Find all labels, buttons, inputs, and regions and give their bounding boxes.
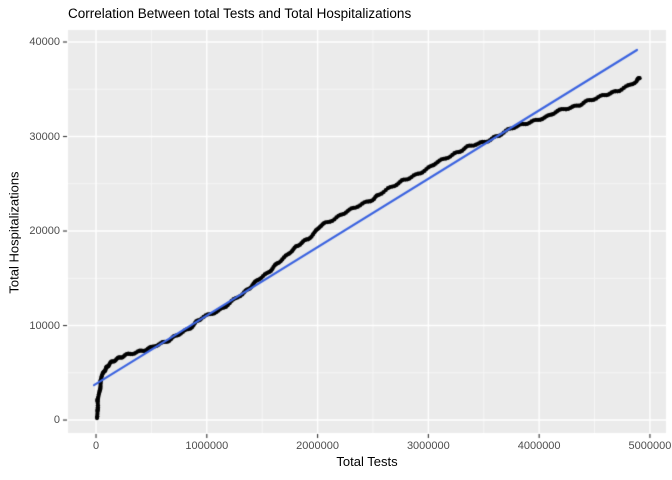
y-tick-label: 20000 (29, 225, 60, 238)
chart-title: Correlation Between total Tests and Tota… (68, 6, 412, 21)
y-tick-label: 10000 (29, 319, 60, 332)
x-tick-label: 3000000 (406, 440, 450, 452)
x-tick-label: 1000000 (185, 440, 229, 452)
y-tick-label: 40000 (29, 36, 60, 48)
x-tick-label: 4000000 (517, 440, 561, 452)
x-tick-label: 2000000 (296, 440, 339, 452)
x-axis-title: Total Tests (336, 454, 398, 469)
y-tick-label: 30000 (29, 130, 60, 143)
y-tick-label: 0 (53, 414, 60, 427)
x-tick-label: 5000000 (628, 440, 672, 452)
x-tick-label: 0 (92, 440, 100, 452)
